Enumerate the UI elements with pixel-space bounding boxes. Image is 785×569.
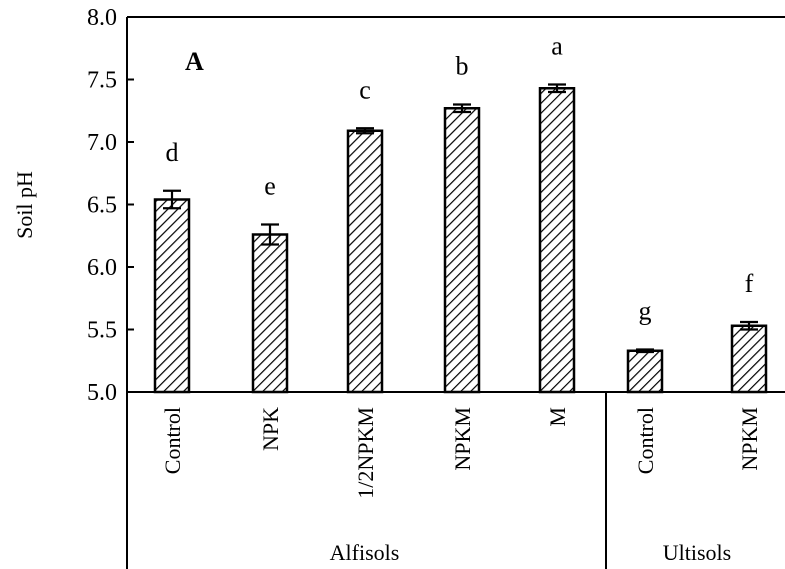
- x-tick-label: NPKM: [737, 407, 762, 471]
- bar: [730, 324, 768, 394]
- significance-letter: b: [456, 52, 469, 81]
- y-tick-label: 5.0: [87, 380, 117, 406]
- y-tick-label: 6.5: [87, 193, 117, 219]
- group-label: Ultisols: [663, 540, 731, 565]
- y-tick-label: 7.0: [87, 130, 117, 156]
- x-tick-label: M: [545, 407, 570, 427]
- bar: [538, 87, 576, 394]
- y-axis-label: Soil pH: [12, 171, 37, 239]
- x-tick-label: Control: [160, 407, 185, 474]
- x-tick-label: NPK: [258, 407, 283, 451]
- y-tick-label: 7.5: [87, 68, 117, 94]
- y-tick-label: 5.5: [87, 318, 117, 344]
- bar: [153, 198, 191, 394]
- significance-letter: g: [639, 297, 652, 326]
- bar: [346, 129, 384, 394]
- y-tick-label: 6.0: [87, 255, 117, 281]
- panel-label: A: [185, 47, 204, 76]
- bar: [626, 349, 664, 394]
- bar: [251, 233, 289, 394]
- significance-letter: d: [166, 138, 179, 167]
- significance-letter: a: [551, 32, 563, 61]
- bar: [443, 107, 481, 394]
- x-tick-label: 1/2NPKM: [353, 407, 378, 499]
- group-label: Alfisols: [330, 540, 400, 565]
- significance-letter: f: [745, 269, 754, 298]
- x-tick-label: NPKM: [450, 407, 475, 471]
- significance-letter: c: [359, 75, 371, 104]
- significance-letter: e: [264, 172, 276, 201]
- x-tick-label: Control: [633, 407, 658, 474]
- y-tick-label: 8.0: [87, 5, 117, 31]
